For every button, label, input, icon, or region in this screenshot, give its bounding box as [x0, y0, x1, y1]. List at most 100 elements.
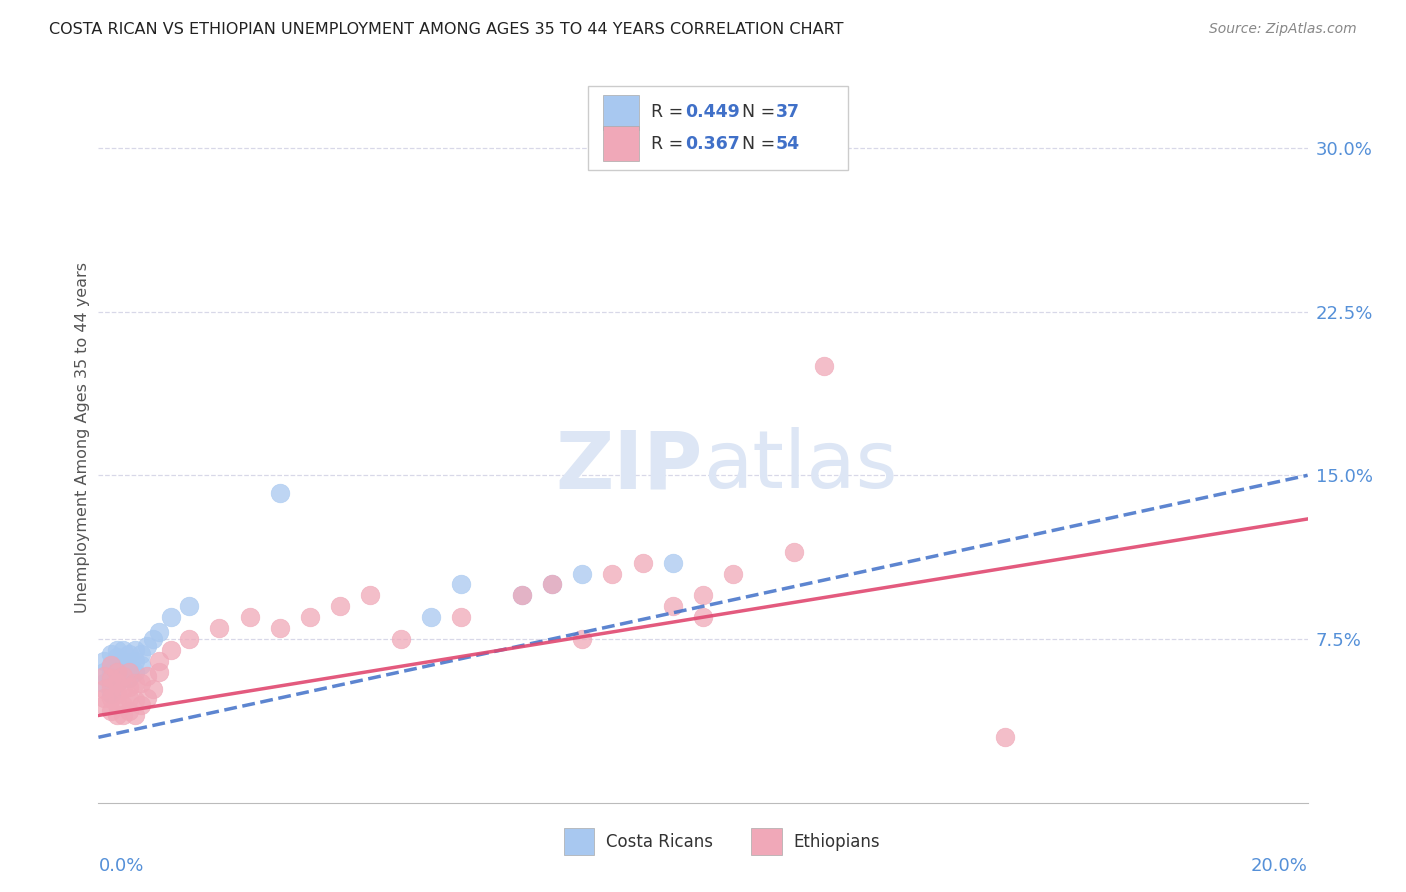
Point [93, 691, 115, 706]
Point [142, 632, 165, 646]
Point [105, 687, 128, 701]
FancyBboxPatch shape [751, 828, 782, 855]
Point [142, 682, 165, 697]
Point [208, 621, 231, 635]
Point [389, 632, 412, 646]
Point [105, 643, 128, 657]
Point [105, 698, 128, 712]
Text: Ethiopians: Ethiopians [794, 832, 880, 851]
Point [105, 708, 128, 723]
Point [100, 687, 122, 701]
Point [540, 577, 562, 591]
Point [124, 708, 146, 723]
Text: Costa Ricans: Costa Ricans [606, 832, 713, 851]
Point [129, 698, 152, 712]
Point [100, 665, 122, 679]
Point [100, 680, 122, 694]
Point [93, 669, 115, 683]
Point [329, 599, 352, 614]
Text: COSTA RICAN VS ETHIOPIAN UNEMPLOYMENT AMONG AGES 35 TO 44 YEARS CORRELATION CHAR: COSTA RICAN VS ETHIOPIAN UNEMPLOYMENT AM… [49, 22, 844, 37]
Point [129, 675, 152, 690]
Point [100, 648, 122, 662]
Point [160, 643, 183, 657]
FancyBboxPatch shape [588, 86, 848, 170]
Text: N =: N = [742, 103, 780, 121]
Point [93, 675, 115, 690]
Point [692, 588, 714, 602]
Point [450, 577, 472, 591]
Point [111, 654, 134, 668]
Point [111, 643, 134, 657]
Text: 37: 37 [776, 103, 800, 121]
Point [111, 669, 134, 683]
Point [813, 359, 835, 373]
Point [100, 658, 122, 673]
Point [118, 648, 141, 662]
Point [450, 610, 472, 624]
Point [129, 658, 152, 673]
Point [540, 577, 562, 591]
Point [692, 610, 714, 624]
Point [135, 669, 157, 683]
Point [160, 610, 183, 624]
Text: atlas: atlas [703, 427, 897, 506]
Point [111, 698, 134, 712]
Point [661, 599, 683, 614]
Point [571, 632, 593, 646]
Point [111, 708, 134, 723]
Point [100, 675, 122, 690]
Point [105, 658, 128, 673]
Point [239, 610, 262, 624]
Point [124, 643, 146, 657]
Point [994, 731, 1017, 745]
Point [148, 625, 170, 640]
Point [661, 556, 683, 570]
Point [135, 691, 157, 706]
Point [105, 665, 128, 679]
Point [105, 665, 128, 679]
Point [118, 691, 141, 706]
Point [269, 485, 291, 500]
Point [148, 665, 170, 679]
Text: ZIP: ZIP [555, 427, 703, 506]
Point [93, 698, 115, 712]
Point [129, 648, 152, 662]
FancyBboxPatch shape [564, 828, 595, 855]
Point [124, 654, 146, 668]
Point [420, 610, 443, 624]
Point [100, 704, 122, 718]
Point [269, 621, 291, 635]
Point [135, 639, 157, 653]
FancyBboxPatch shape [603, 126, 638, 161]
Point [100, 671, 122, 685]
Point [111, 669, 134, 683]
Point [118, 680, 141, 694]
Point [124, 693, 146, 707]
Point [100, 691, 122, 706]
Text: R =: R = [651, 103, 689, 121]
Point [105, 649, 128, 664]
Point [179, 632, 201, 646]
Point [510, 588, 533, 602]
Point [571, 566, 593, 581]
Point [148, 654, 170, 668]
Point [179, 599, 201, 614]
Point [100, 658, 122, 673]
Point [93, 682, 115, 697]
Point [360, 588, 382, 602]
Text: 20.0%: 20.0% [1251, 857, 1308, 875]
Point [93, 665, 115, 679]
Point [105, 675, 128, 690]
Text: 0.367: 0.367 [685, 135, 740, 153]
FancyBboxPatch shape [603, 95, 638, 130]
Point [111, 682, 134, 697]
Point [783, 545, 806, 559]
Point [118, 660, 141, 674]
Point [93, 654, 115, 668]
Text: N =: N = [742, 135, 780, 153]
Point [124, 665, 146, 679]
Text: 0.0%: 0.0% [98, 857, 143, 875]
Point [299, 610, 322, 624]
Point [510, 588, 533, 602]
Y-axis label: Unemployment Among Ages 35 to 44 years: Unemployment Among Ages 35 to 44 years [75, 261, 90, 613]
